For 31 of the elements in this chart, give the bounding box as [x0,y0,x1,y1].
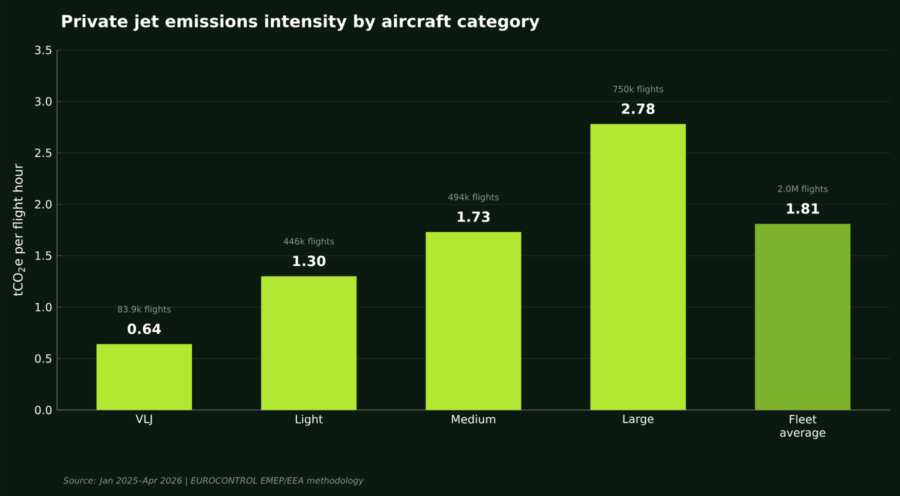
y-tick-label: 1.5 [36,251,52,260]
y-tick-label: 1.0 [36,302,52,312]
data-label: 1.30 [293,256,326,266]
bar [755,224,850,410]
data-label: 0.64 [128,324,161,334]
data-label: 2.78 [622,103,655,114]
bar [261,276,357,410]
bar [426,232,522,410]
annotation: 494k flights [448,194,499,202]
data-label: 1.73 [458,211,490,222]
x-tick-label: Light [296,414,323,426]
bar [590,124,686,410]
data-label: 1.81 [787,203,820,214]
x-tick-label: Large [623,414,654,426]
x-tick-label: Fleet average [780,414,826,440]
annotation: 446k flights [284,238,334,246]
annotation: 83.9k flights [118,306,171,314]
y-tick-label: 2.0 [35,200,52,209]
y-tick-label: 0.5 [35,354,52,363]
y-tick-label: 3.0 [35,97,52,106]
annotation: 750k flights [613,86,664,94]
chart-title: Private jet emissions intensity by aircraft category [62,14,540,31]
source-note: Source: Jan 2025–Apr 2026 | EUROCONTROL EMEP/EEA methodology [63,477,364,486]
x-tick-label: Medium [452,414,496,424]
bar [96,344,192,410]
y-tick-label: 3.5 [35,46,52,54]
y-axis-title: tCO$_{2}$e per flight hour [12,164,26,296]
y-tick-label: 2.5 [35,148,52,158]
x-tick-label: VLJ [136,414,152,426]
annotation: 2.0M flights [778,185,828,194]
y-tick-label: 0.0 [35,406,52,414]
